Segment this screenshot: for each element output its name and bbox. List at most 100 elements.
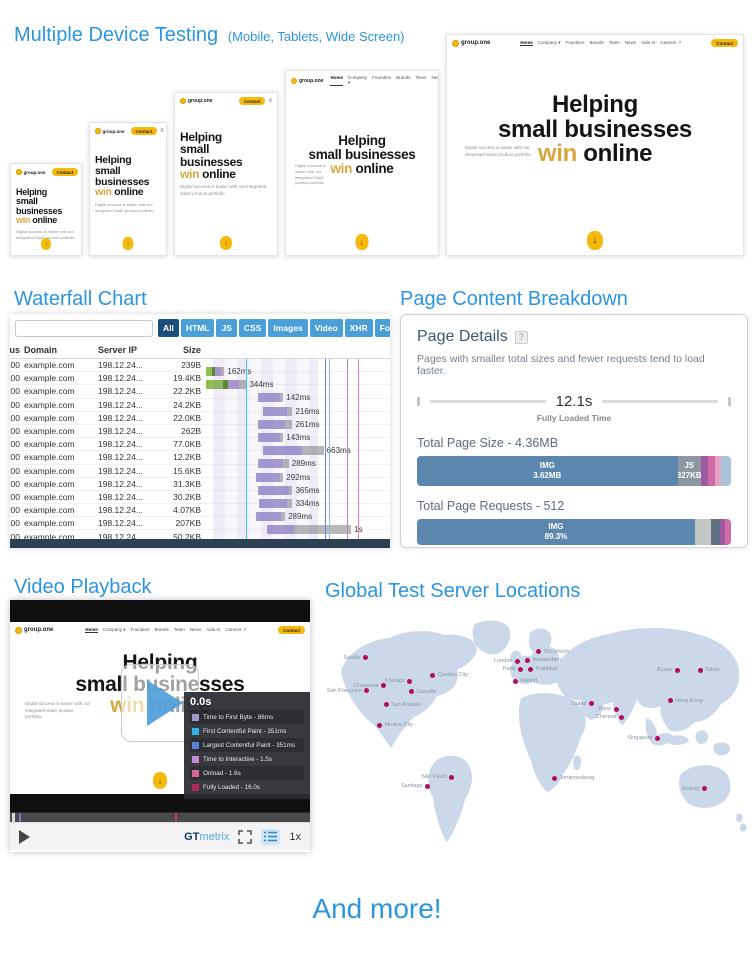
request-row[interactable]: 200 example.com 198.12.24... 207KB 1s (10, 517, 390, 535)
contact-button: Contact (278, 626, 305, 634)
city-label: Sydney (681, 785, 700, 792)
site-nav-item: Founders (372, 75, 392, 80)
city-dot-icon (528, 666, 534, 672)
tab-xhr[interactable]: XHR (344, 319, 373, 337)
request-server-ip: 198.12.24... (98, 478, 143, 489)
slider-track (430, 400, 546, 403)
section-title-waterfall: Waterfall Chart (14, 288, 147, 310)
headline-online-word: online (111, 186, 144, 199)
request-row[interactable]: 200 example.com 198.12.24... 239B 162ms (10, 359, 390, 377)
section-title-devices: Multiple Device Testing (Mobile, Tablets… (14, 24, 405, 47)
tab-css[interactable]: CSS (238, 319, 267, 337)
tab-all[interactable]: All (158, 319, 179, 337)
city-label: Santiago (400, 783, 423, 790)
request-status: 200 (10, 478, 20, 489)
request-row[interactable]: 200 example.com 198.12.24... 24.2KB 216ms (10, 398, 390, 416)
fully-loaded-slider[interactable]: 12.1s (417, 393, 732, 410)
city-dot-icon (667, 698, 673, 704)
video-scrubber[interactable] (10, 812, 310, 822)
city-dot-icon (449, 774, 455, 780)
scroll-down-button: ↓ (355, 234, 369, 250)
city-dot-icon (588, 701, 594, 707)
tab-fonts[interactable]: Fonts (374, 319, 390, 337)
headline-line: Helping (338, 133, 386, 148)
play-button[interactable] (19, 829, 30, 844)
request-row[interactable]: 200 example.com 198.12.24... 77.0KB 663ms (10, 438, 390, 456)
video-metric-row: Fully Loaded - 16.0s (190, 780, 304, 794)
request-row[interactable]: 200 example.com 198.12.24... 22.2KB 142ms (10, 385, 390, 403)
metric-swatch-icon (192, 727, 199, 735)
scroll-down-button: ↓ (153, 772, 167, 789)
and-more-text: And more! (312, 893, 442, 924)
site-paragraph: Digital success is easier with our integ… (295, 163, 326, 186)
request-server-ip: 198.12.24... (98, 518, 143, 529)
scroll-down-button: ↓ (41, 238, 51, 250)
column-timeline (206, 345, 390, 355)
request-size: 4.07KB (173, 505, 201, 516)
city-dot-icon (697, 667, 703, 673)
timing-bar: 143ms (206, 433, 390, 443)
site-paragraph: Digital success is easier with our integ… (25, 701, 91, 720)
help-icon[interactable]: ? (514, 330, 528, 344)
city-dot-icon (618, 714, 624, 720)
timing-label: 344ms (249, 380, 274, 390)
waterfall-search-input[interactable] (15, 319, 153, 337)
request-domain: example.com (24, 505, 75, 516)
request-row[interactable]: 200 example.com 198.12.24... 15.6KB 292ms (10, 464, 390, 482)
logo-text: group.one (23, 169, 46, 175)
headline-line: Helping (552, 91, 638, 118)
metrics-list-toggle-icon[interactable] (261, 828, 281, 845)
request-row[interactable]: 200 example.com 198.12.24... 30.2KB 334ms (10, 490, 390, 508)
city-label: Johannesburg (559, 775, 595, 782)
request-row[interactable]: 200 example.com 198.12.24... 19.4KB 344ms (10, 372, 390, 390)
timing-segment (228, 380, 240, 390)
request-domain: example.com (24, 412, 75, 423)
fullscreen-icon[interactable] (238, 829, 253, 844)
scrubber-position-handle[interactable] (12, 813, 15, 822)
tab-js[interactable]: JS (216, 319, 237, 337)
device-tablet-landscape: group.one Home Company ▾ Founders Brands Team… (285, 70, 439, 256)
timing-segment (255, 512, 282, 522)
request-status: 200 (10, 491, 20, 502)
request-row[interactable]: 200 example.com 198.12.24... 4.07KB 289ms (10, 504, 390, 522)
gtmetrix-logo: GTmetrix (184, 830, 230, 843)
site-nav-item: News (624, 40, 637, 45)
waterfall-header-row: Status Domain Server IP Size (10, 342, 390, 359)
slider-cap-right (728, 397, 732, 406)
request-status: 200 (10, 531, 20, 542)
logo-text: group.one (24, 627, 54, 633)
headline-line: Helping (95, 154, 132, 166)
tab-video[interactable]: Video (309, 319, 343, 337)
tab-html[interactable]: HTML (180, 319, 215, 337)
request-server-ip: 198.12.24... (98, 491, 143, 502)
fully-loaded-time-value: 12.1s (555, 393, 593, 410)
request-server-ip: 198.12.24... (98, 465, 143, 476)
request-status: 200 (10, 412, 20, 423)
site-logo: group.one (291, 77, 323, 84)
site-paragraph: Digital success is easier with our integ… (95, 202, 155, 214)
request-size: 262B (181, 426, 201, 437)
page-details-title: Page Details (417, 328, 508, 345)
request-status: 200 (10, 465, 20, 476)
tab-images[interactable]: Images (268, 319, 308, 337)
request-row[interactable]: 200 example.com 198.12.24... 31.3KB 365ms (10, 477, 390, 495)
segment-label: JS (684, 461, 695, 471)
timing-segment (239, 380, 247, 390)
request-row[interactable]: 200 example.com 198.12.24... 262B 143ms (10, 424, 390, 443)
page-details-description: Pages with smaller total sizes and fewer… (417, 353, 705, 377)
section-title-video: Video Playback (14, 576, 152, 598)
waterfall-toolbar: AllHTMLJSCSSImagesVideoXHRFontsOther (10, 314, 390, 342)
request-row[interactable]: 200 example.com 198.12.24... 22.0KB 261ms (10, 411, 390, 429)
logo-icon (95, 128, 101, 134)
timing-label: 663ms (326, 446, 351, 456)
timing-segment (257, 459, 284, 469)
timing-segment (294, 525, 352, 535)
headline-line: win online (95, 187, 161, 198)
timing-segment (279, 393, 284, 403)
headline-online-word: online (576, 140, 653, 168)
playback-speed-button[interactable]: 1x (289, 830, 301, 843)
headline-line: win online (180, 168, 272, 180)
headline-win-word: win (16, 214, 31, 225)
